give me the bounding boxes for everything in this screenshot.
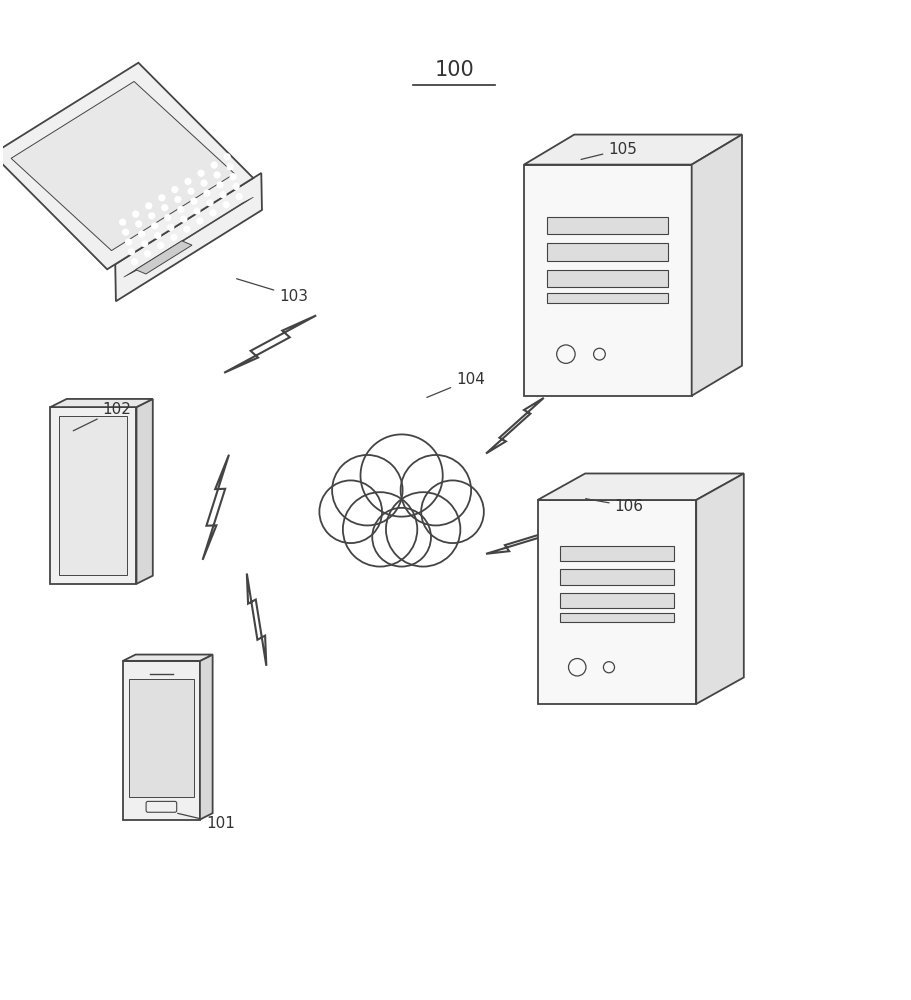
Circle shape <box>226 163 233 170</box>
Polygon shape <box>59 416 128 575</box>
Circle shape <box>343 492 417 567</box>
Polygon shape <box>11 81 234 251</box>
Circle shape <box>421 480 484 543</box>
Circle shape <box>131 258 138 265</box>
Circle shape <box>332 455 402 525</box>
Circle shape <box>203 189 210 197</box>
Circle shape <box>164 214 171 221</box>
Polygon shape <box>486 528 561 554</box>
Circle shape <box>157 242 164 249</box>
Circle shape <box>145 202 152 210</box>
Circle shape <box>206 199 213 207</box>
Text: 106: 106 <box>585 499 643 514</box>
Polygon shape <box>547 217 668 234</box>
Polygon shape <box>0 63 253 269</box>
Circle shape <box>177 206 184 213</box>
Circle shape <box>210 209 216 216</box>
Text: 101: 101 <box>178 813 235 831</box>
Circle shape <box>151 222 159 229</box>
Polygon shape <box>123 655 212 661</box>
Circle shape <box>184 178 191 185</box>
Polygon shape <box>559 546 673 561</box>
Circle shape <box>222 201 230 208</box>
Circle shape <box>187 188 194 195</box>
Polygon shape <box>124 197 253 277</box>
Circle shape <box>210 161 218 169</box>
Circle shape <box>216 181 223 188</box>
Polygon shape <box>200 655 212 820</box>
Polygon shape <box>547 270 668 287</box>
Circle shape <box>372 508 431 567</box>
Polygon shape <box>137 399 153 584</box>
Circle shape <box>190 198 198 205</box>
Circle shape <box>200 180 208 187</box>
Polygon shape <box>50 407 137 584</box>
Polygon shape <box>537 473 743 500</box>
Text: 102: 102 <box>73 402 131 431</box>
Circle shape <box>183 226 190 233</box>
Polygon shape <box>547 243 668 261</box>
Polygon shape <box>524 135 742 165</box>
Polygon shape <box>202 455 229 560</box>
Text: 105: 105 <box>580 142 637 159</box>
Circle shape <box>144 250 151 257</box>
Circle shape <box>196 217 203 225</box>
Polygon shape <box>123 661 200 820</box>
Circle shape <box>141 240 148 247</box>
Text: 104: 104 <box>426 372 485 397</box>
Circle shape <box>158 194 165 201</box>
Circle shape <box>360 434 442 517</box>
Text: 103: 103 <box>236 279 308 304</box>
Polygon shape <box>115 173 261 301</box>
Circle shape <box>125 238 132 246</box>
Circle shape <box>223 153 230 161</box>
Polygon shape <box>247 574 266 666</box>
Circle shape <box>135 220 142 228</box>
Polygon shape <box>486 398 543 453</box>
Circle shape <box>213 171 220 179</box>
Text: 100: 100 <box>434 60 474 80</box>
Circle shape <box>132 210 139 218</box>
Circle shape <box>171 186 179 193</box>
Circle shape <box>161 204 169 211</box>
Polygon shape <box>136 241 192 274</box>
Polygon shape <box>559 569 673 585</box>
Circle shape <box>122 229 129 236</box>
Circle shape <box>180 216 188 223</box>
Circle shape <box>385 492 460 567</box>
Circle shape <box>235 193 242 200</box>
Polygon shape <box>129 679 193 797</box>
Circle shape <box>174 196 181 203</box>
Polygon shape <box>691 135 742 396</box>
Circle shape <box>400 455 471 525</box>
Polygon shape <box>524 165 691 396</box>
Circle shape <box>197 170 204 177</box>
Circle shape <box>128 248 135 256</box>
Circle shape <box>193 207 200 215</box>
Circle shape <box>230 173 237 180</box>
Circle shape <box>220 191 227 198</box>
Circle shape <box>167 224 174 231</box>
Polygon shape <box>547 293 668 303</box>
Polygon shape <box>695 473 743 704</box>
Polygon shape <box>559 593 673 608</box>
Polygon shape <box>224 315 316 373</box>
Circle shape <box>319 480 382 543</box>
Polygon shape <box>537 500 695 704</box>
Polygon shape <box>559 613 673 622</box>
Circle shape <box>118 219 126 226</box>
Circle shape <box>154 232 161 239</box>
Circle shape <box>232 183 240 190</box>
Polygon shape <box>50 399 153 407</box>
Circle shape <box>170 234 177 241</box>
Circle shape <box>138 230 145 237</box>
Circle shape <box>148 212 155 219</box>
